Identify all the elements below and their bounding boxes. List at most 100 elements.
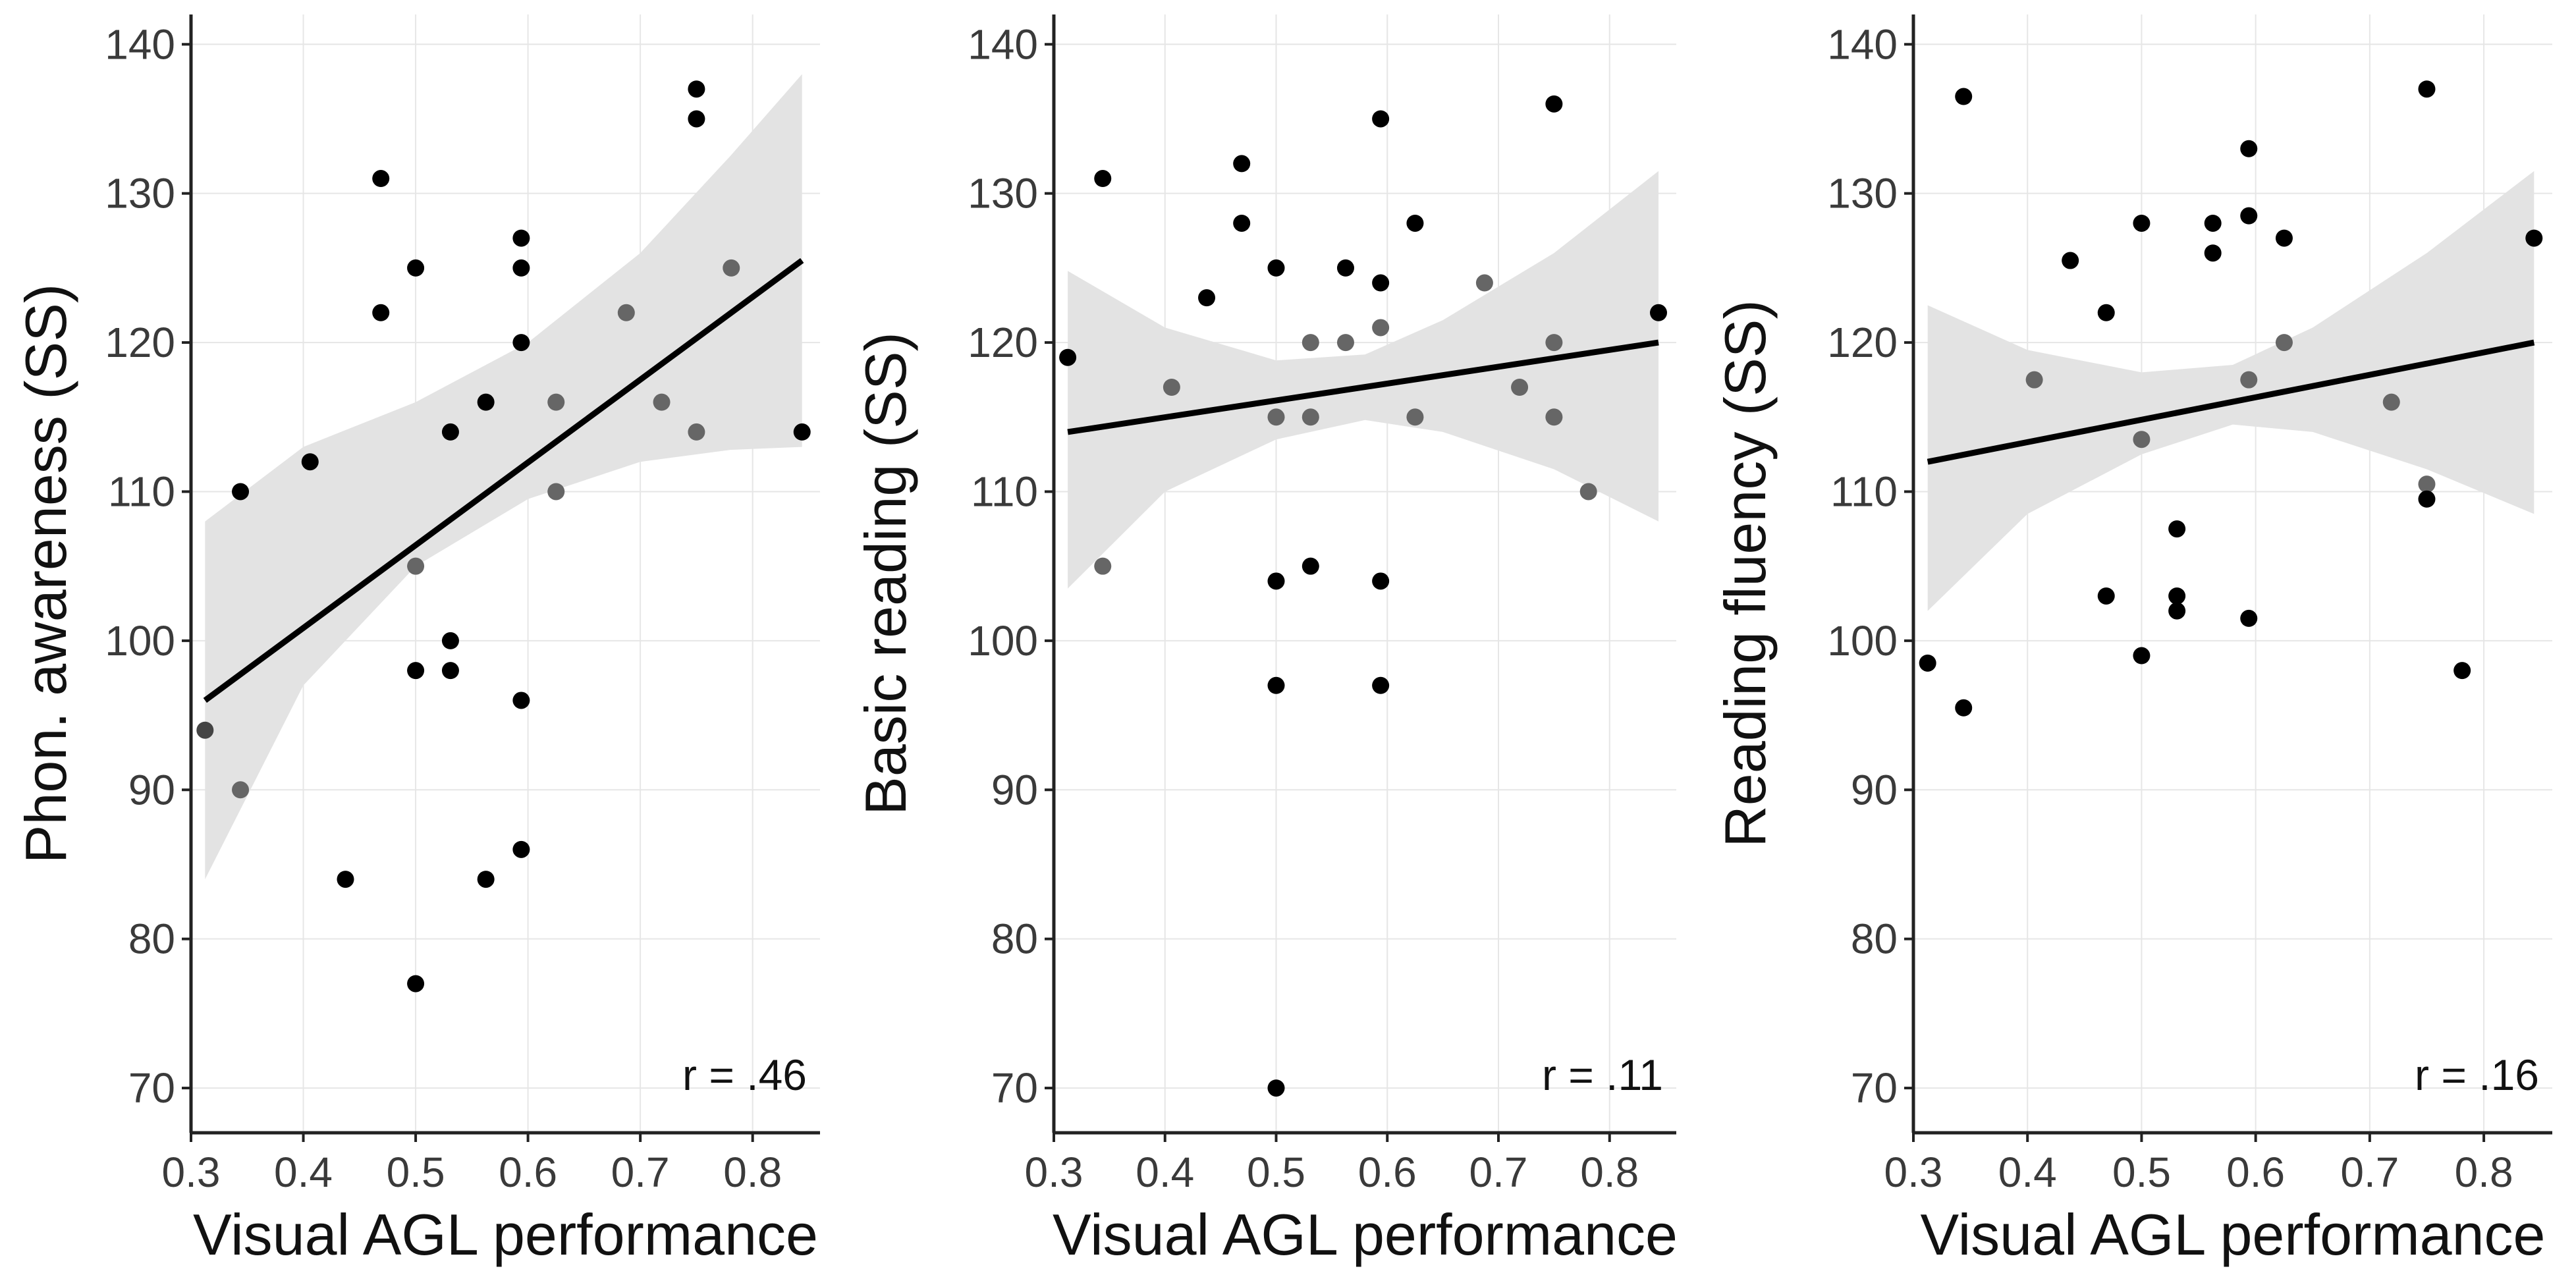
data-point [407,557,425,575]
x-tick-label: 0.5 [387,1149,445,1196]
y-tick-label: 80 [128,915,175,963]
panel-reading-fluency: 70 80 90 100 110 120 130 140 0.3 0.4 0.5 0.6 0.7 0.8 V… [1713,14,2552,1267]
data-point [1302,408,1319,426]
regression-line [203,258,804,703]
x-tick-label: 0.5 [1247,1149,1305,1196]
data-point [232,781,250,799]
data-point [2275,334,2293,352]
y-tick-label: 100 [105,617,175,665]
data-point [2382,393,2400,411]
data-point [1372,319,1390,337]
data-point [1233,214,1251,232]
data-point [407,259,425,277]
y-axis-title: Reading fluency (SS) [1713,300,1778,848]
data-point [512,229,530,247]
data-point [617,304,635,321]
data-point [1267,1079,1285,1097]
data-point [1579,483,1597,501]
correlation-annotation: r = .46 [682,1050,807,1099]
data-point [2240,609,2258,627]
data-point [1545,408,1563,426]
confidence-band [205,74,802,880]
data-point [2525,229,2543,247]
x-tick-label: 0.6 [1358,1149,1417,1196]
data-point [2204,244,2222,262]
data-point [512,692,530,709]
data-point [372,170,390,188]
y-tick-label: 140 [968,20,1038,68]
y-tick-label: 80 [991,915,1038,963]
data-point [1094,557,1112,575]
y-tick-label: 110 [971,468,1038,515]
data-point [1406,408,1424,426]
data-point [1198,289,1216,307]
y-axis-title: Phon. awareness (SS) [13,284,78,863]
data-point [1372,110,1390,128]
y-tick-label: 120 [105,319,175,366]
data-point [2240,140,2258,157]
x-tick-label: 0.6 [499,1149,557,1196]
y-tick-label: 140 [105,20,175,68]
data-point [1267,408,1285,426]
data-point [1372,274,1390,292]
data-point [1955,88,1973,105]
x-tick-label: 0.3 [1884,1149,1943,1196]
y-tick-label: 120 [968,319,1038,366]
x-tick-label: 0.7 [611,1149,670,1196]
panel-phon-awareness: 70 80 90 100 110 120 130 140 0.3 0.4 0.5 0.6 0.7 0.8 V… [13,14,820,1267]
data-point [723,259,740,277]
y-tick-label: 110 [108,468,175,515]
data-point [2168,520,2186,538]
x-tick-label: 0.3 [162,1149,221,1196]
panel-basic-reading: 70 80 90 100 110 120 130 140 0.3 0.4 0.5 0.6 0.7 0.8 V… [853,14,1678,1267]
data-point [1372,572,1390,590]
data-point [547,393,565,411]
data-point [1406,214,1424,232]
data-point [2062,252,2079,269]
y-tick-label: 90 [991,766,1038,813]
x-axis-title: Visual AGL performance [1053,1202,1678,1267]
data-point [441,632,459,649]
data-point [1336,259,1354,277]
data-point [1372,676,1390,694]
data-point [547,483,565,501]
y-tick-label: 100 [968,617,1038,665]
regression-line [1067,339,1659,435]
data-point [232,483,250,501]
y-axis-title: Basic reading (SS) [853,332,918,815]
data-point [653,393,671,411]
data-point [688,110,705,128]
y-tick-label: 70 [991,1064,1038,1112]
data-point [196,721,214,739]
data-point [1545,334,1563,352]
x-tick-label: 0.7 [1469,1149,1528,1196]
y-tick-label: 70 [128,1064,175,1112]
data-point [1475,274,1493,292]
data-point [1650,304,1667,321]
y-tick-label: 70 [1851,1064,1898,1112]
y-tick-label: 110 [1830,468,1898,515]
data-point [512,334,530,352]
data-point [407,975,425,992]
data-point [441,423,459,441]
data-point [1094,170,1112,188]
data-point [441,662,459,680]
x-tick-label: 0.8 [723,1149,782,1196]
correlation-annotation: r = .16 [2415,1050,2539,1099]
data-point [2133,214,2151,232]
data-point [2097,304,2115,321]
data-point [1163,379,1180,396]
data-point [2418,475,2436,493]
data-point [2275,229,2293,247]
data-point [2204,214,2222,232]
data-point [1919,654,1936,672]
data-point [2097,587,2115,605]
x-tick-label: 0.3 [1025,1149,1083,1196]
data-point [301,453,319,471]
data-point [1059,348,1077,366]
data-point [793,423,811,441]
data-point [2240,371,2258,389]
data-point [477,393,495,411]
confidence-band [1068,171,1658,589]
